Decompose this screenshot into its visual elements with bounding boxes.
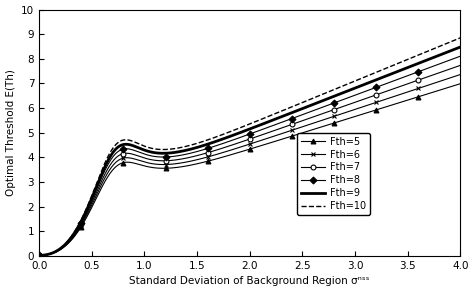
Fth=8	[372, 86, 378, 90]
Fth=8	[457, 55, 463, 58]
Fth=6	[365, 104, 370, 107]
Fth=6	[36, 254, 42, 257]
Line: Fth=7: Fth=7	[36, 63, 463, 258]
Fth=6	[222, 150, 228, 154]
Fth=6	[457, 73, 463, 76]
Fth=9	[457, 45, 463, 49]
Fth=5	[372, 109, 378, 112]
Fth=10	[207, 138, 212, 141]
Fth=8	[326, 103, 331, 107]
Fth=5	[207, 159, 212, 163]
Fth=10	[457, 36, 463, 40]
Fth=8	[365, 89, 370, 92]
Fth=6	[207, 155, 212, 158]
Fth=7	[457, 64, 463, 67]
Fth=9	[372, 79, 378, 82]
Fth=8	[207, 146, 212, 150]
Legend: Fth=5, Fth=6, Fth=7, Fth=8, Fth=9, Fth=10: Fth=5, Fth=6, Fth=7, Fth=8, Fth=9, Fth=1…	[297, 133, 370, 215]
Fth=5	[79, 223, 85, 227]
Fth=5	[457, 82, 463, 86]
Fth=10	[36, 254, 42, 257]
Fth=10	[365, 74, 370, 78]
Fth=9	[326, 97, 331, 100]
Fth=5	[365, 111, 370, 114]
Fth=9	[365, 81, 370, 85]
Fth=10	[326, 90, 331, 94]
Line: Fth=5: Fth=5	[36, 81, 463, 258]
Line: Fth=9: Fth=9	[39, 47, 460, 256]
Fth=7	[365, 96, 370, 100]
Fth=8	[36, 254, 42, 257]
Fth=7	[372, 93, 378, 97]
Fth=7	[222, 146, 228, 149]
Line: Fth=6: Fth=6	[36, 72, 463, 258]
Fth=6	[79, 222, 85, 226]
Fth=7	[36, 254, 42, 257]
Fth=9	[36, 254, 42, 257]
Fth=9	[79, 218, 85, 221]
Fth=7	[207, 150, 212, 154]
Fth=9	[207, 142, 212, 145]
Fth=6	[372, 101, 378, 105]
X-axis label: Standard Deviation of Background Region σⁿˢˢ: Standard Deviation of Background Region …	[129, 277, 370, 286]
Line: Fth=10: Fth=10	[39, 38, 460, 256]
Fth=7	[79, 221, 85, 224]
Fth=9	[222, 137, 228, 140]
Fth=8	[79, 219, 85, 223]
Fth=7	[326, 110, 331, 113]
Fth=5	[222, 155, 228, 158]
Fth=5	[326, 123, 331, 126]
Fth=8	[222, 141, 228, 145]
Line: Fth=8: Fth=8	[36, 54, 463, 258]
Y-axis label: Optimal Threshold E(Th): Optimal Threshold E(Th)	[6, 69, 16, 196]
Fth=10	[222, 132, 228, 135]
Fth=10	[372, 71, 378, 74]
Fth=5	[36, 254, 42, 257]
Fth=10	[79, 216, 85, 220]
Fth=6	[326, 117, 331, 120]
